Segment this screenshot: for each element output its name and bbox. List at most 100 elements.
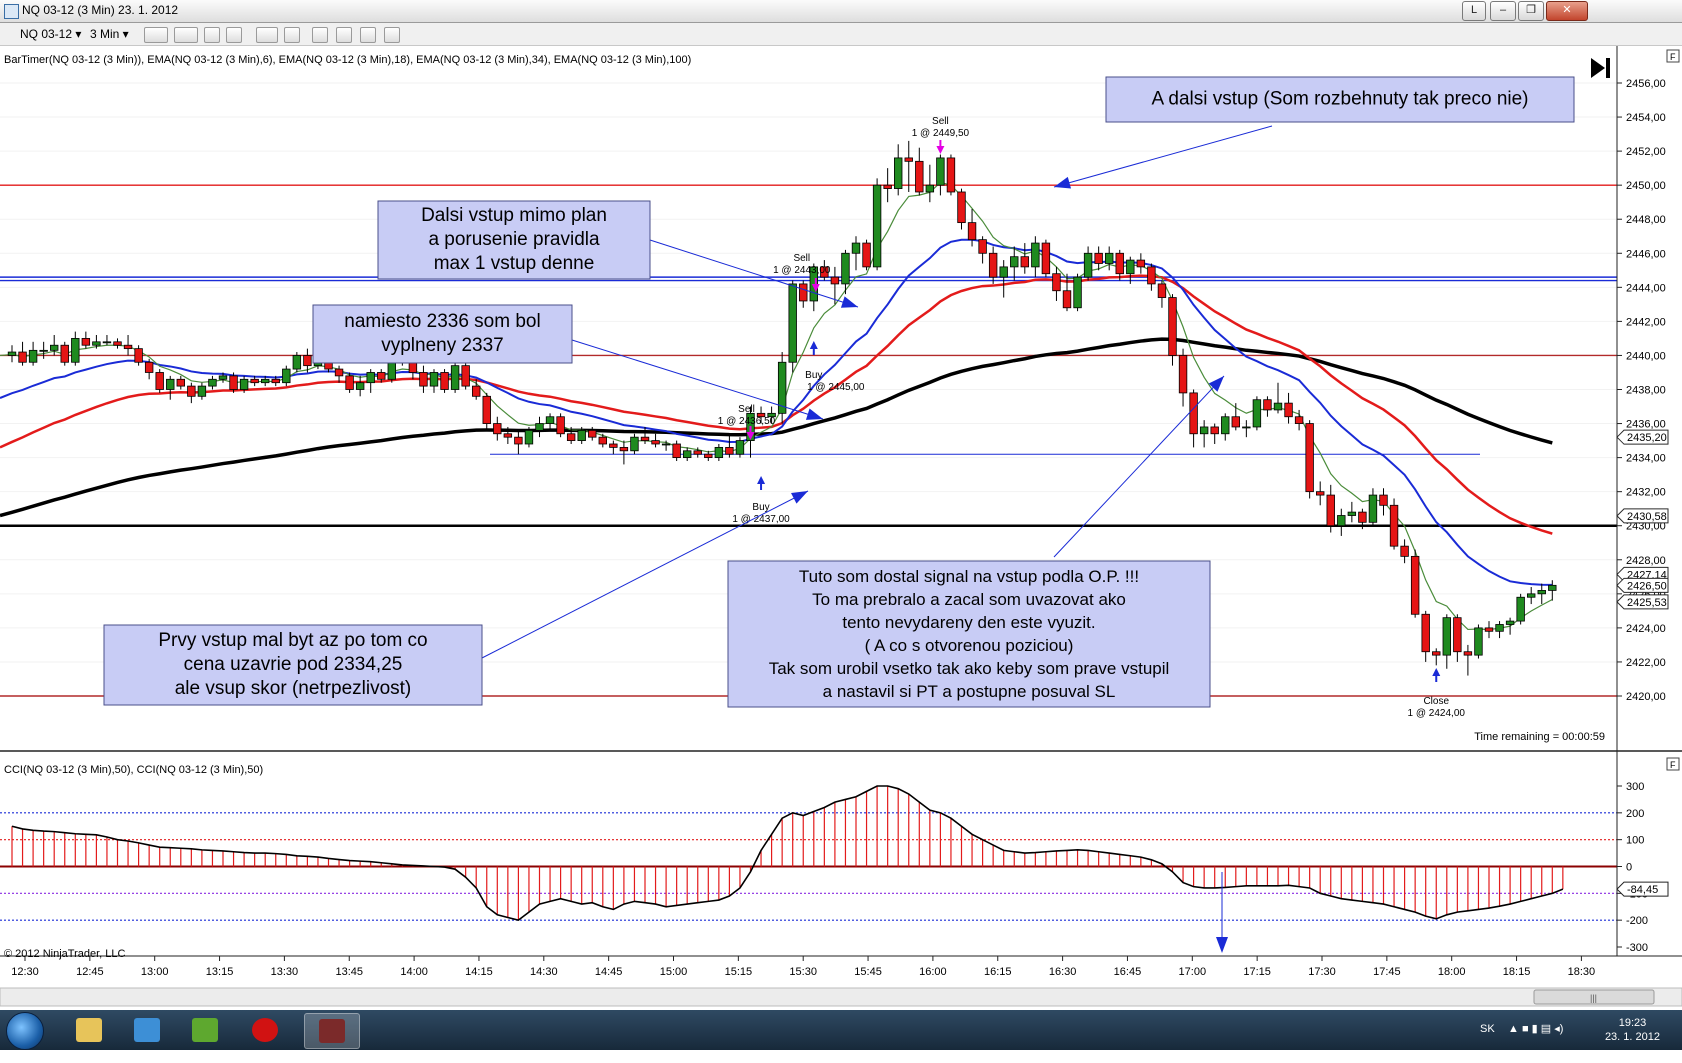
annotation-box	[727, 560, 1211, 708]
chart-toolbar: NQ 03-12 ▾ 3 Min ▾	[0, 23, 1682, 46]
candle-body	[1389, 504, 1399, 547]
candle-body	[978, 239, 987, 254]
annotation-signal: Tuto som dostal signal na vstup podla O.…	[727, 560, 1211, 708]
annotation-box	[312, 304, 573, 364]
candle-body	[218, 375, 228, 380]
horizontal-scrollbar[interactable]: |||	[0, 987, 1682, 1007]
candle-body	[788, 283, 797, 363]
taskbar-opera[interactable]	[238, 1013, 292, 1047]
candle-body	[514, 436, 523, 445]
candle-body	[535, 423, 544, 431]
annotation-text: vyplneny 2337	[381, 335, 504, 356]
system-tray-icons[interactable]: ▲ ■ ▮ ▤ ◂)	[1508, 1023, 1564, 1035]
taskbar-clock[interactable]: 19:23 23. 1. 2012	[1604, 1017, 1660, 1043]
candle-body	[1052, 273, 1061, 292]
price-marker	[1616, 594, 1669, 610]
price-tick-label: 2452,00	[1626, 146, 1666, 158]
price-tick-label: 2432,00	[1626, 487, 1666, 499]
zoom-icon[interactable]	[284, 27, 300, 43]
price-marker-label: 2425,53	[1627, 597, 1667, 609]
candle-body	[820, 266, 829, 278]
candle-body	[1210, 426, 1219, 435]
taskbar-media-player[interactable]	[120, 1013, 174, 1047]
ema-line	[0, 238, 1553, 586]
price-tick-label: 2446,00	[1626, 248, 1666, 260]
candle-body	[1263, 399, 1272, 411]
cci-line	[11, 785, 1564, 922]
strategy-icon[interactable]	[336, 27, 352, 43]
close-window-button[interactable]: ✕	[1546, 1, 1588, 21]
candle-body	[81, 338, 91, 346]
price-tick-label: 2444,00	[1626, 282, 1666, 294]
candle-body	[1337, 515, 1346, 527]
arrow-head	[805, 408, 823, 420]
panel-properties-icon[interactable]: F	[1666, 49, 1680, 63]
candle-body	[1136, 259, 1146, 268]
candle-body	[851, 242, 861, 254]
notebook-icon	[192, 1018, 218, 1042]
candle-body	[598, 436, 607, 445]
chart-trader-icon[interactable]	[384, 27, 400, 43]
taskbar-notebook[interactable]	[178, 1013, 232, 1047]
cci-indicator-label: CCI(NQ 03-12 (3 Min),50), CCI(NQ 03-12 (…	[4, 764, 263, 776]
minimize-button[interactable]: –	[1490, 1, 1516, 21]
candle-body	[1094, 252, 1103, 264]
candle-body	[239, 378, 249, 390]
properties-icon[interactable]	[312, 27, 328, 43]
candle-body	[651, 440, 660, 445]
taskbar-ninjatrader[interactable]	[304, 1013, 360, 1049]
pencil-icon[interactable]	[174, 27, 198, 43]
candle-body	[134, 348, 143, 363]
taskbar-explorer[interactable]	[62, 1013, 116, 1047]
candle-body	[566, 433, 576, 441]
time-tick-label: 16:30	[1049, 966, 1077, 978]
data-box-icon[interactable]	[360, 27, 376, 43]
zoom-out-icon[interactable]	[226, 27, 242, 43]
candle-body	[957, 191, 966, 224]
candle-body	[1242, 426, 1251, 429]
candle-body	[894, 157, 903, 189]
candle-body	[229, 375, 238, 390]
bar-type-icon[interactable]	[144, 27, 168, 43]
candle-body	[672, 443, 681, 459]
price-marker-label: 2435,20	[1627, 432, 1667, 444]
arrow-head	[840, 296, 858, 308]
cci-panel-properties-icon[interactable]: F	[1666, 757, 1680, 771]
annotation-text: a nastavil si PT a postupne posuval SL	[823, 682, 1116, 701]
candle-body	[619, 446, 629, 452]
candle-body	[1537, 590, 1546, 595]
instrument-selector[interactable]: NQ 03-12 ▾	[20, 27, 82, 41]
link-button[interactable]: L	[1462, 1, 1486, 21]
price-tick-label: 2438,00	[1626, 385, 1666, 397]
candle-body	[260, 378, 270, 384]
annotation-text: To ma prebralo a zacal som uvazovat ako	[812, 590, 1126, 609]
time-tick-label: 15:45	[854, 966, 882, 978]
time-tick-label: 17:45	[1373, 966, 1401, 978]
candle-body	[345, 375, 354, 390]
price-tick-label: 2454,00	[1626, 112, 1666, 124]
crosshair-icon[interactable]	[204, 27, 220, 43]
candle-body	[7, 351, 17, 356]
time-tick-label: 16:45	[1114, 966, 1142, 978]
interval-selector[interactable]: 3 Min ▾	[90, 27, 129, 41]
pointer-icon[interactable]	[256, 27, 278, 43]
ema-line	[0, 181, 1553, 631]
candle-body	[915, 160, 924, 193]
language-indicator[interactable]: SK	[1480, 1023, 1495, 1035]
cci-indicator	[0, 785, 1617, 953]
price-tick-label: 2420,00	[1626, 691, 1666, 703]
candle-body	[777, 361, 787, 414]
candle-body	[377, 372, 386, 380]
arrow-head	[1054, 176, 1072, 189]
scroll-to-end-icon[interactable]	[1591, 58, 1610, 78]
maximize-button[interactable]: ❐	[1518, 1, 1544, 21]
annotation-first-entry: Prvy vstup mal byt az po tom co cena uzav…	[103, 624, 483, 706]
candle-body	[334, 368, 344, 377]
chart-background	[0, 46, 1682, 1010]
start-button[interactable]	[6, 1012, 44, 1050]
candle-body	[714, 446, 724, 459]
candle-body	[1358, 511, 1367, 523]
candle-body	[640, 436, 650, 441]
candle-body	[904, 157, 913, 162]
